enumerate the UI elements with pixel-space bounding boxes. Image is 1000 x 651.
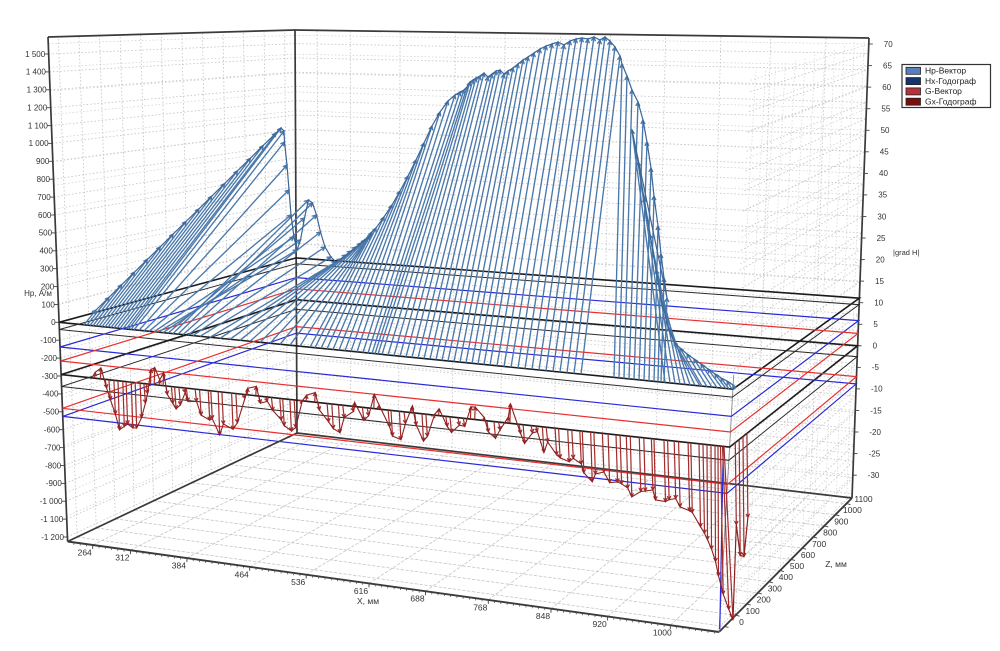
svg-text:900: 900 [834,516,848,526]
svg-text:768: 768 [473,602,487,612]
svg-text:464: 464 [235,569,249,579]
svg-text:300: 300 [768,583,782,593]
svg-text:-1 100: -1 100 [41,515,64,524]
svg-text:536: 536 [291,577,305,587]
svg-text:100: 100 [42,300,56,309]
svg-text:500: 500 [790,561,804,571]
svg-text:1 000: 1 000 [29,139,50,148]
svg-text:1000: 1000 [843,505,862,515]
svg-text:25: 25 [877,234,886,243]
svg-text:-800: -800 [45,461,62,470]
svg-text:384: 384 [172,561,186,571]
svg-text:55: 55 [881,105,890,114]
svg-text:15: 15 [875,277,884,286]
svg-text:X, мм: X, мм [357,596,379,606]
svg-text:600: 600 [801,550,815,560]
svg-text:Z, мм: Z, мм [825,559,847,569]
svg-text:50: 50 [881,126,890,135]
svg-text:-100: -100 [40,336,57,345]
svg-text:0: 0 [873,342,878,351]
svg-text:20: 20 [876,255,885,264]
svg-text:1 300: 1 300 [27,86,48,95]
svg-text:1 500: 1 500 [25,50,46,59]
svg-text:400: 400 [39,247,53,256]
svg-text:10: 10 [874,299,883,308]
svg-text:900: 900 [36,157,50,166]
svg-text:|grad H|: |grad H| [893,248,919,257]
svg-text:60: 60 [882,83,891,92]
svg-text:264: 264 [78,548,92,558]
svg-text:-20: -20 [869,428,881,437]
svg-text:-15: -15 [870,406,882,415]
svg-text:-25: -25 [869,449,881,458]
svg-text:200: 200 [757,595,771,605]
svg-text:0: 0 [739,617,744,627]
svg-text:-1 000: -1 000 [40,497,63,506]
svg-text:500: 500 [39,229,53,238]
svg-text:-30: -30 [868,471,880,480]
svg-text:G-Вектор: G-Вектор [925,86,962,96]
svg-text:700: 700 [37,193,51,202]
svg-text:700: 700 [812,539,826,549]
svg-text:70: 70 [884,40,893,49]
svg-text:45: 45 [880,148,889,157]
svg-text:600: 600 [38,211,52,220]
svg-text:Hp, А/м: Hp, А/м [24,289,52,298]
svg-text:1 400: 1 400 [26,68,47,77]
svg-text:-600: -600 [44,426,61,435]
svg-text:-900: -900 [46,479,63,488]
svg-text:300: 300 [40,265,54,274]
svg-text:-200: -200 [41,354,58,363]
svg-text:1 200: 1 200 [27,104,48,113]
svg-text:40: 40 [879,169,888,178]
svg-text:-500: -500 [43,408,60,417]
svg-text:800: 800 [37,175,51,184]
svg-text:30: 30 [877,212,886,221]
svg-text:35: 35 [878,191,887,200]
svg-text:5: 5 [873,320,878,329]
svg-text:Hx-Годограф: Hx-Годограф [925,76,976,86]
svg-text:Hp-Вектор: Hp-Вектор [925,66,966,76]
svg-text:0: 0 [51,318,56,327]
svg-text:1000: 1000 [653,628,672,638]
svg-text:800: 800 [823,528,837,538]
svg-text:65: 65 [883,61,892,70]
svg-text:200: 200 [41,282,55,291]
svg-text:-10: -10 [871,385,883,394]
svg-text:100: 100 [746,606,760,616]
svg-text:688: 688 [410,594,424,604]
svg-text:-5: -5 [872,363,880,372]
svg-text:Gx-Годограф: Gx-Годограф [925,97,977,107]
svg-text:1 100: 1 100 [28,121,49,130]
svg-text:920: 920 [593,619,607,629]
svg-text:1100: 1100 [854,494,873,504]
svg-text:-400: -400 [42,390,59,399]
svg-text:312: 312 [115,553,129,563]
svg-text:-300: -300 [42,372,59,381]
svg-text:-700: -700 [44,443,61,452]
svg-text:-1 200: -1 200 [41,533,64,542]
svg-text:848: 848 [536,611,550,621]
svg-text:616: 616 [354,586,368,596]
svg-text:400: 400 [779,572,793,582]
